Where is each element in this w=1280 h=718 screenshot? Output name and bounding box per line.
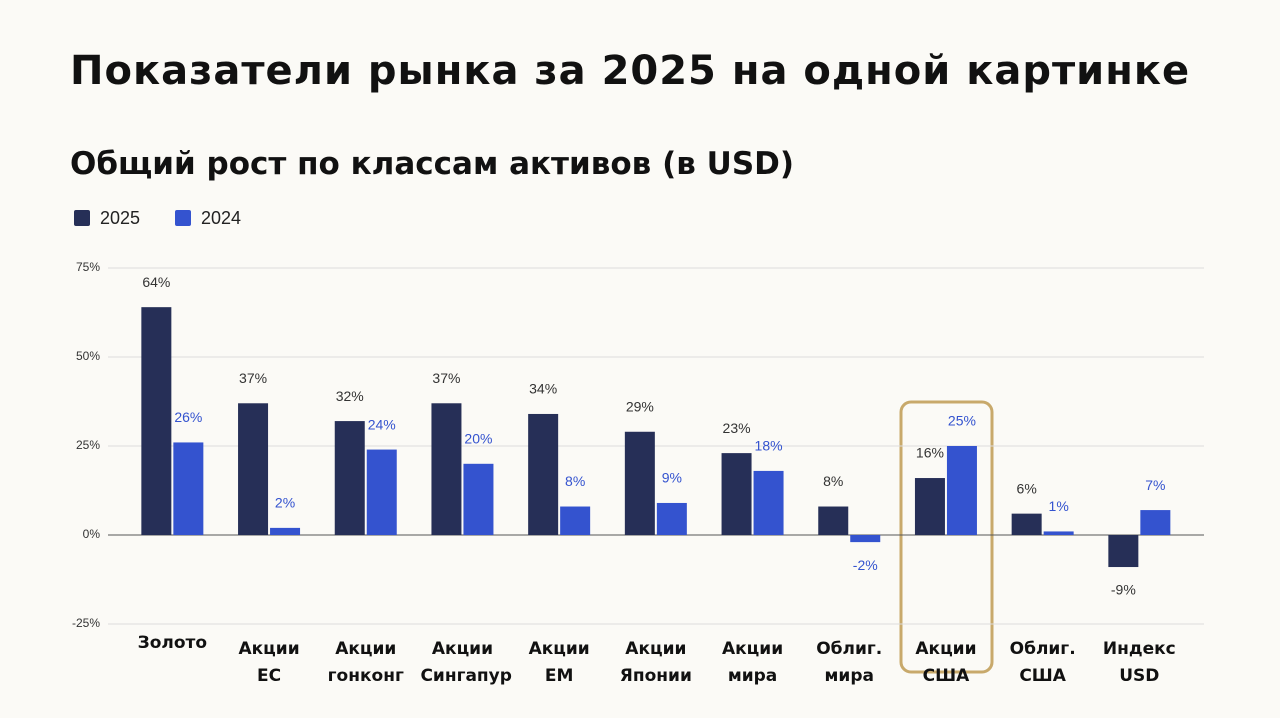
bar bbox=[753, 470, 784, 535]
value-label: 64% bbox=[142, 274, 170, 290]
x-tick-label: Акции мира bbox=[721, 639, 784, 686]
bar bbox=[721, 453, 752, 535]
value-label: 37% bbox=[239, 370, 267, 386]
y-tick-label: -25% bbox=[72, 616, 100, 630]
bar bbox=[656, 502, 687, 535]
value-label: 1% bbox=[1049, 498, 1069, 514]
x-tick-label: Акции Японии bbox=[619, 639, 692, 686]
x-tick-label: Акции Сингапур bbox=[420, 639, 512, 686]
legend-swatch bbox=[175, 210, 191, 226]
value-label: 7% bbox=[1145, 477, 1165, 493]
bar bbox=[1108, 535, 1139, 568]
value-label: 8% bbox=[565, 473, 585, 489]
bar bbox=[1011, 513, 1042, 535]
bar bbox=[624, 431, 655, 535]
value-label: 25% bbox=[948, 413, 976, 429]
chart-title: Общий рост по классам активов (в USD) bbox=[70, 146, 795, 182]
value-label: 20% bbox=[464, 431, 492, 447]
bar bbox=[334, 421, 365, 535]
legend-label: 2024 bbox=[201, 208, 241, 228]
value-label: 18% bbox=[755, 438, 783, 454]
bar bbox=[270, 527, 301, 535]
highlight-box bbox=[899, 400, 994, 674]
page-title: Показатели рынка за 2025 на одной картин… bbox=[70, 48, 1191, 94]
value-label: 24% bbox=[368, 416, 396, 432]
bar bbox=[1140, 510, 1171, 535]
bar bbox=[238, 403, 269, 535]
bar bbox=[914, 478, 945, 535]
value-label: -9% bbox=[1111, 582, 1136, 598]
bar bbox=[528, 413, 559, 535]
bar bbox=[173, 442, 204, 535]
bar bbox=[1043, 531, 1074, 535]
value-label: 34% bbox=[529, 381, 557, 397]
value-label: -2% bbox=[853, 557, 878, 573]
bar bbox=[850, 535, 881, 543]
bar bbox=[463, 463, 494, 535]
bar bbox=[560, 506, 591, 535]
value-label: 6% bbox=[1017, 480, 1037, 496]
bar bbox=[141, 307, 172, 535]
value-label: 16% bbox=[916, 445, 944, 461]
value-label: 23% bbox=[723, 420, 751, 436]
x-tick-label: Золото bbox=[137, 633, 208, 653]
x-tick-label: Акции гонконг bbox=[327, 639, 404, 686]
x-tick-label: Акции ЕМ bbox=[528, 639, 590, 686]
bar bbox=[946, 446, 977, 535]
x-tick-label: Акции США bbox=[915, 639, 977, 686]
value-label: 29% bbox=[626, 398, 654, 414]
value-label: 2% bbox=[275, 495, 295, 511]
y-tick-label: 75% bbox=[76, 260, 100, 274]
y-tick-label: 25% bbox=[76, 438, 100, 452]
x-tick-label: Облиг. США bbox=[1009, 639, 1076, 686]
value-label: 8% bbox=[823, 473, 843, 489]
y-tick-label: 50% bbox=[76, 349, 100, 363]
x-tick-label: Облиг. мира bbox=[816, 639, 883, 686]
x-tick-label: Индекс USD bbox=[1102, 639, 1176, 686]
legend-label: 2025 bbox=[100, 208, 140, 228]
bar bbox=[366, 449, 397, 535]
x-tick-label: Акции ЕС bbox=[238, 639, 300, 686]
bar bbox=[431, 403, 462, 535]
y-tick-label: 0% bbox=[83, 527, 101, 541]
value-label: 26% bbox=[174, 409, 202, 425]
value-label: 37% bbox=[432, 370, 460, 386]
value-label: 32% bbox=[336, 388, 364, 404]
legend-swatch bbox=[74, 210, 90, 226]
bar bbox=[818, 506, 849, 535]
value-label: 9% bbox=[662, 470, 682, 486]
